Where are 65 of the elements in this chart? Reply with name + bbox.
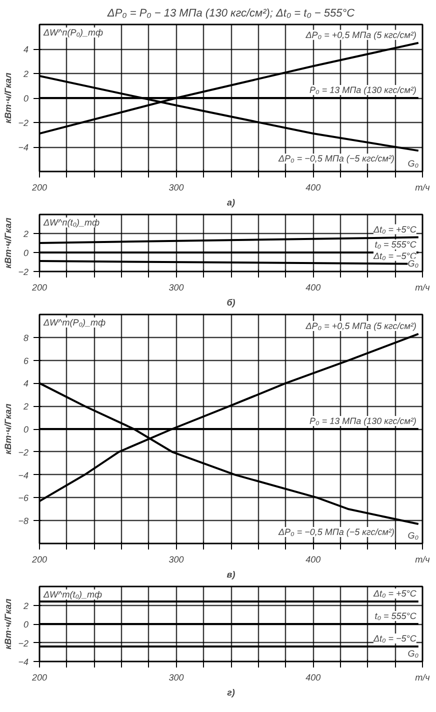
y-tick-label: 2 — [22, 402, 29, 412]
annotation: G₀ — [408, 648, 419, 658]
annotation: ΔW^п(t₀)_тф — [42, 218, 100, 228]
series-label: ΔP₀ = +0,5 МПа (5 кгс/см²) — [304, 30, 416, 40]
x-tick-label: 200 — [30, 182, 48, 192]
series-label: P₀ = 13 МПа (130 кгс/см²) — [310, 85, 416, 95]
y-tick-label: 2 — [22, 229, 29, 239]
y-tick-label: −2 — [18, 118, 29, 128]
x-tick-label: 400 — [306, 672, 321, 682]
x-tick-label: 400 — [306, 554, 321, 564]
x-axis-title: г) — [227, 688, 235, 698]
y-tick-label: 2 — [22, 69, 29, 79]
y-tick-label: −4 — [18, 142, 29, 152]
series-label: Δt₀ = +5°C — [372, 588, 417, 598]
series-label: P₀ = 13 МПа (130 кгс/см²) — [310, 416, 416, 426]
y-tick-label: −6 — [18, 493, 29, 504]
annotation: G₀ — [408, 530, 419, 540]
y-tick-label: 4 — [23, 44, 29, 54]
y-tick-label: −2 — [18, 638, 29, 648]
series-label: t₀ = 555°C — [374, 611, 417, 621]
y-tick-label: 6 — [23, 356, 29, 366]
x-tick-label: 300 — [168, 672, 184, 682]
annotation: ΔW^т(P₀)_тф — [42, 318, 106, 328]
annotation: ΔW^т(t₀)_тф — [42, 590, 103, 600]
series-label: t₀ = 555°C — [374, 240, 417, 250]
y-tick-label: 0 — [23, 94, 29, 104]
y-axis-title: кВт·ч/Гкал — [3, 217, 14, 268]
y-tick-label: −2 — [18, 267, 29, 277]
x-tick-label: т/ч — [415, 282, 430, 292]
x-tick-label: т/ч — [415, 672, 430, 682]
y-tick-label: −2 — [18, 447, 29, 458]
x-tick-label: 400 — [306, 282, 321, 292]
chart-title: ΔP₀ = P₀ − 13 МПа (130 кгс/см²); Δt₀ = t₀ − 555°C — [106, 8, 355, 20]
y-tick-label: 2 — [22, 600, 29, 611]
x-axis-title: а) — [227, 198, 236, 208]
x-tick-label: 300 — [168, 182, 184, 192]
x-tick-label: 200 — [30, 282, 48, 292]
x-tick-label: т/ч — [415, 182, 430, 192]
y-tick-label: 0 — [23, 620, 29, 630]
x-tick-label: т/ч — [415, 554, 430, 564]
x-tick-label: 300 — [168, 282, 184, 292]
series-label: ΔP₀ = −0,5 МПа (−5 кгс/см²) — [278, 154, 394, 164]
y-tick-label: −8 — [18, 516, 29, 526]
y-axis-title: кВт·ч/Гкал — [3, 403, 14, 454]
y-axis-title: кВт·ч/Гкал — [3, 598, 14, 650]
y-tick-label: 4 — [23, 378, 29, 389]
y-tick-label: −4 — [18, 657, 29, 667]
y-tick-label: −4 — [18, 470, 29, 480]
y-axis-title: кВт·ч/Гкал — [3, 72, 14, 124]
x-tick-label: 200 — [30, 554, 48, 564]
y-tick-label: 8 — [23, 332, 29, 343]
annotation: G₀ — [408, 158, 419, 168]
y-tick-label: 0 — [23, 248, 29, 258]
series-label: Δt₀ = −5°C — [372, 634, 417, 644]
x-tick-label: 300 — [168, 554, 184, 564]
y-tick-label: 0 — [23, 424, 29, 434]
x-tick-label: 200 — [30, 672, 48, 682]
x-axis-title: в) — [226, 570, 236, 580]
x-axis-title: б) — [226, 298, 236, 308]
series-label: ΔP₀ = −0,5 МПа (−5 кгс/см²) — [278, 527, 394, 538]
x-tick-label: 400 — [306, 182, 321, 192]
annotation: G₀ — [408, 258, 419, 268]
annotation: ΔW^п(P₀)_тф — [42, 28, 104, 38]
series-label: ΔP₀ = +0,5 МПа (5 кгс/см²) — [304, 320, 416, 331]
series-label: Δt₀ = +5°C — [372, 224, 417, 234]
